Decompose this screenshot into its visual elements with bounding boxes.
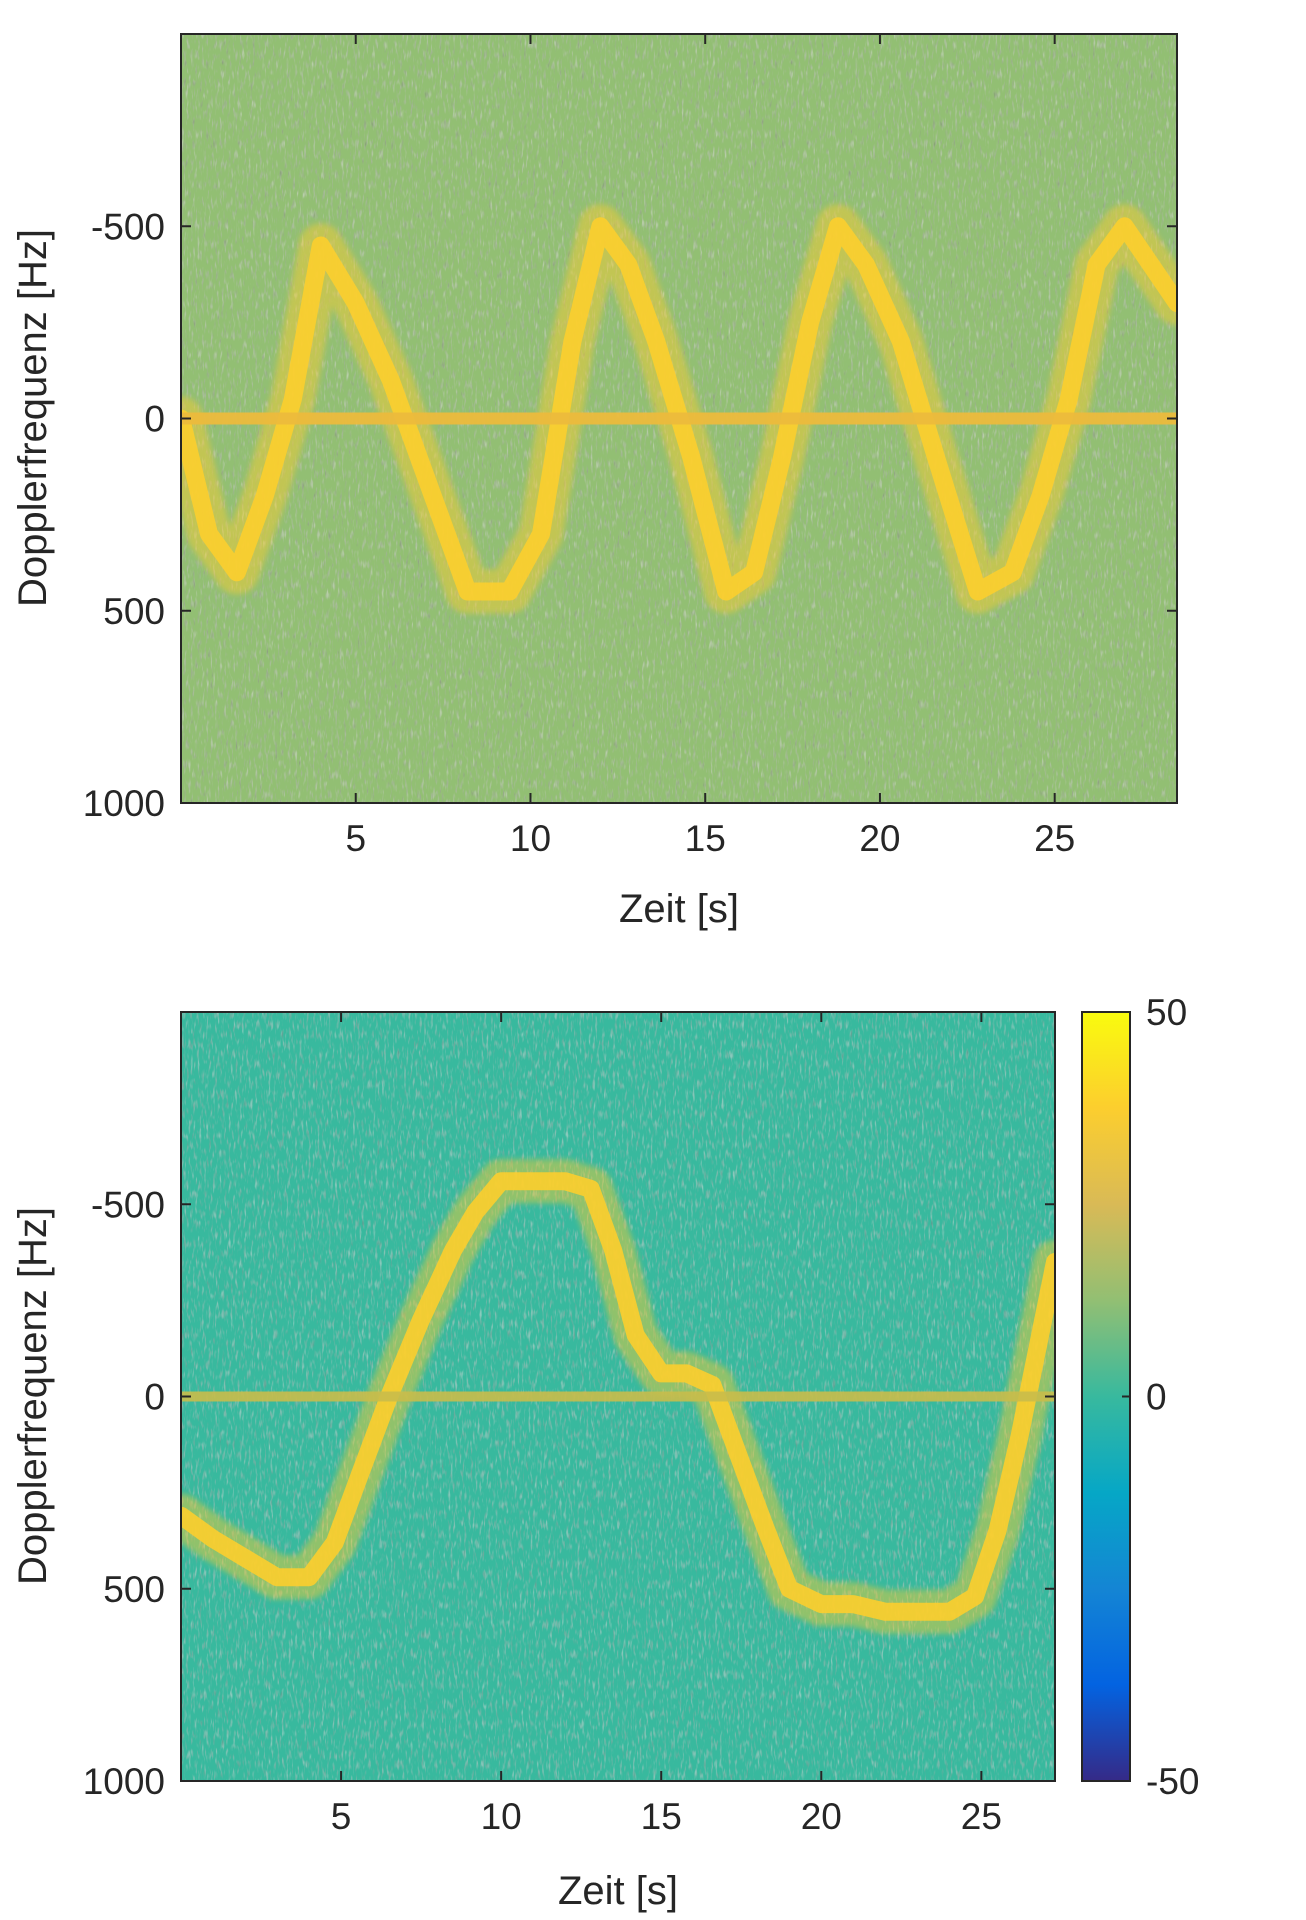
y-tick-label: 500 — [103, 1569, 165, 1610]
y-tick-label: 1000 — [83, 783, 165, 824]
doppler-signature — [181, 1159, 1055, 1634]
x-ticks: 5 10 15 20 25 — [345, 34, 1075, 859]
y-tick-label: 500 — [103, 591, 165, 632]
colorbar-tick-label: 50 — [1146, 992, 1187, 1033]
x-ticks: 5 10 15 20 25 — [331, 1012, 1002, 1837]
y-ticks: -500 0 500 1000 — [83, 206, 1177, 824]
doppler-signature — [181, 204, 1177, 614]
y-tick-label: -500 — [91, 1184, 165, 1225]
y-tick-label: 0 — [144, 399, 165, 440]
colorbar-tick-label: 0 — [1146, 1377, 1167, 1418]
x-axis-label: Zeit [s] — [558, 1869, 678, 1913]
x-axis-label: Zeit [s] — [619, 887, 739, 931]
colorbar-ticks: -50 0 50 — [1122, 992, 1199, 1802]
spectrogram-panel-1: 5 10 15 20 25 -500 0 500 1000 Zeit [s] Dopplerf… — [11, 33, 1178, 931]
clutter-line — [181, 1391, 1055, 1402]
signature-trace — [181, 1172, 1055, 1621]
x-tick-label: 20 — [801, 1796, 842, 1837]
x-tick-label: 5 — [345, 818, 366, 859]
colorbar: -50 0 50 — [1081, 992, 1199, 1802]
y-tick-label: 1000 — [83, 1761, 165, 1802]
x-tick-label: 15 — [685, 818, 726, 859]
colorbar-tick-label: -50 — [1146, 1761, 1199, 1802]
y-tick-label: 0 — [144, 1377, 165, 1418]
y-tick-label: -500 — [91, 206, 165, 247]
x-tick-label: 20 — [859, 818, 900, 859]
y-ticks: -500 0 500 1000 — [83, 1184, 1055, 1802]
x-tick-label: 25 — [961, 1796, 1002, 1837]
x-tick-label: 15 — [641, 1796, 682, 1837]
x-tick-label: 25 — [1034, 818, 1075, 859]
clutter-line — [181, 412, 1177, 425]
y-axis-label: Dopplerfrequenz [Hz] — [11, 229, 55, 607]
y-axis-label: Dopplerfrequenz [Hz] — [11, 1207, 55, 1585]
x-tick-label: 5 — [331, 1796, 352, 1837]
x-tick-label: 10 — [481, 1796, 522, 1837]
x-tick-label: 10 — [510, 818, 551, 859]
signature-trace — [181, 217, 1177, 601]
